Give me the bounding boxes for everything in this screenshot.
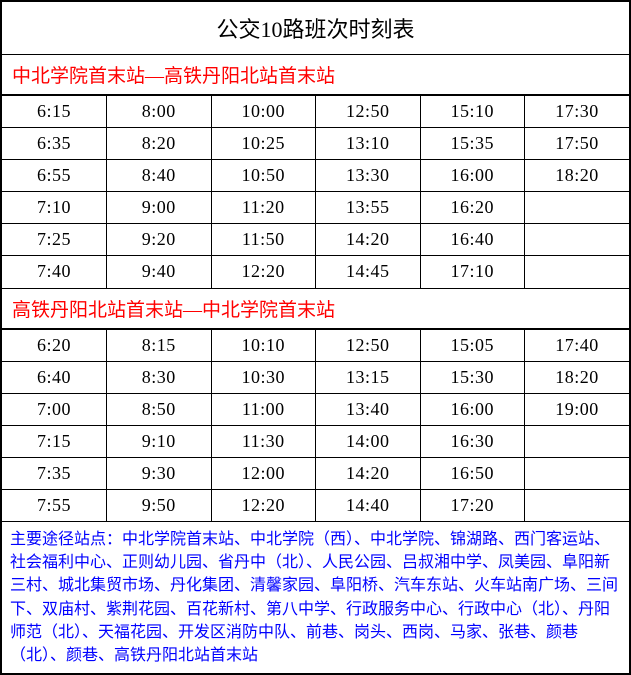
time-cell: 7:55 bbox=[2, 489, 107, 521]
time-cell: 11:00 bbox=[211, 393, 316, 425]
time-cell: 9:20 bbox=[107, 224, 212, 256]
time-cell: 18:20 bbox=[525, 361, 630, 393]
time-cell: 6:55 bbox=[2, 160, 107, 192]
time-cell: 17:10 bbox=[420, 256, 525, 288]
time-cell: 13:15 bbox=[316, 361, 421, 393]
time-cell: 9:40 bbox=[107, 256, 212, 288]
table-row: 7:559:5012:2014:4017:20 bbox=[2, 489, 629, 521]
time-cell: 7:35 bbox=[2, 457, 107, 489]
table-row: 6:158:0010:0012:5015:1017:30 bbox=[2, 96, 629, 128]
time-cell: 9:30 bbox=[107, 457, 212, 489]
time-cell: 14:20 bbox=[316, 224, 421, 256]
direction-1-table: 6:158:0010:0012:5015:1017:306:358:2010:2… bbox=[2, 95, 629, 288]
time-cell: 17:40 bbox=[525, 329, 630, 361]
time-cell: 14:20 bbox=[316, 457, 421, 489]
time-cell: 12:20 bbox=[211, 256, 316, 288]
time-cell: 7:00 bbox=[2, 393, 107, 425]
time-cell: 14:00 bbox=[316, 425, 421, 457]
table-row: 7:008:5011:0013:4016:0019:00 bbox=[2, 393, 629, 425]
table-row: 7:159:1011:3014:0016:30 bbox=[2, 425, 629, 457]
time-cell: 8:15 bbox=[107, 329, 212, 361]
direction-2-table: 6:208:1510:1012:5015:0517:406:408:3010:3… bbox=[2, 329, 629, 522]
time-cell: 12:50 bbox=[316, 96, 421, 128]
time-cell: 16:00 bbox=[420, 393, 525, 425]
time-cell: 12:00 bbox=[211, 457, 316, 489]
time-cell: 15:05 bbox=[420, 329, 525, 361]
time-cell bbox=[525, 256, 630, 288]
page-title: 公交10路班次时刻表 bbox=[2, 2, 629, 55]
time-cell: 9:10 bbox=[107, 425, 212, 457]
time-cell: 16:20 bbox=[420, 192, 525, 224]
time-cell: 10:10 bbox=[211, 329, 316, 361]
table-row: 7:359:3012:0014:2016:50 bbox=[2, 457, 629, 489]
table-row: 7:259:2011:5014:2016:40 bbox=[2, 224, 629, 256]
table-row: 7:109:0011:2013:5516:20 bbox=[2, 192, 629, 224]
table-row: 6:558:4010:5013:3016:0018:20 bbox=[2, 160, 629, 192]
time-cell: 10:50 bbox=[211, 160, 316, 192]
time-cell bbox=[525, 224, 630, 256]
direction-2-table-wrap: 6:208:1510:1012:5015:0517:406:408:3010:3… bbox=[2, 329, 629, 523]
time-cell bbox=[525, 457, 630, 489]
time-cell: 8:50 bbox=[107, 393, 212, 425]
time-cell: 19:00 bbox=[525, 393, 630, 425]
time-cell: 13:10 bbox=[316, 128, 421, 160]
time-cell: 11:30 bbox=[211, 425, 316, 457]
time-cell: 11:50 bbox=[211, 224, 316, 256]
time-cell: 7:40 bbox=[2, 256, 107, 288]
time-cell: 6:35 bbox=[2, 128, 107, 160]
time-cell: 15:30 bbox=[420, 361, 525, 393]
time-cell: 17:30 bbox=[525, 96, 630, 128]
time-cell: 8:40 bbox=[107, 160, 212, 192]
time-cell: 10:25 bbox=[211, 128, 316, 160]
time-cell bbox=[525, 489, 630, 521]
time-cell: 7:10 bbox=[2, 192, 107, 224]
time-cell: 12:50 bbox=[316, 329, 421, 361]
time-cell: 8:00 bbox=[107, 96, 212, 128]
time-cell: 10:30 bbox=[211, 361, 316, 393]
time-cell: 18:20 bbox=[525, 160, 630, 192]
time-cell: 10:00 bbox=[211, 96, 316, 128]
stops-footer: 主要途径站点：中北学院首末站、中北学院（西）、中北学院、锦湖路、西门客运站、社会… bbox=[2, 522, 629, 673]
direction-1-header: 中北学院首末站—高铁丹阳北站首末站 bbox=[2, 55, 629, 95]
time-cell: 17:20 bbox=[420, 489, 525, 521]
table-row: 6:358:2010:2513:1015:3517:50 bbox=[2, 128, 629, 160]
table-row: 6:408:3010:3013:1515:3018:20 bbox=[2, 361, 629, 393]
time-cell: 12:20 bbox=[211, 489, 316, 521]
time-cell bbox=[525, 192, 630, 224]
table-row: 7:409:4012:2014:4517:10 bbox=[2, 256, 629, 288]
time-cell: 16:00 bbox=[420, 160, 525, 192]
time-cell: 6:40 bbox=[2, 361, 107, 393]
time-cell: 15:35 bbox=[420, 128, 525, 160]
time-cell: 15:10 bbox=[420, 96, 525, 128]
time-cell: 9:50 bbox=[107, 489, 212, 521]
time-cell: 17:50 bbox=[525, 128, 630, 160]
time-cell: 13:40 bbox=[316, 393, 421, 425]
time-cell: 11:20 bbox=[211, 192, 316, 224]
time-cell: 6:15 bbox=[2, 96, 107, 128]
time-cell bbox=[525, 425, 630, 457]
direction-1-table-wrap: 6:158:0010:0012:5015:1017:306:358:2010:2… bbox=[2, 95, 629, 289]
time-cell: 13:30 bbox=[316, 160, 421, 192]
time-cell: 13:55 bbox=[316, 192, 421, 224]
time-cell: 8:30 bbox=[107, 361, 212, 393]
time-cell: 7:15 bbox=[2, 425, 107, 457]
direction-2-header: 高铁丹阳北站首末站—中北学院首末站 bbox=[2, 289, 629, 329]
time-cell: 16:40 bbox=[420, 224, 525, 256]
time-cell: 9:00 bbox=[107, 192, 212, 224]
schedule-container: 公交10路班次时刻表 中北学院首末站—高铁丹阳北站首末站 6:158:0010:… bbox=[0, 0, 631, 675]
time-cell: 14:40 bbox=[316, 489, 421, 521]
time-cell: 16:50 bbox=[420, 457, 525, 489]
time-cell: 14:45 bbox=[316, 256, 421, 288]
table-row: 6:208:1510:1012:5015:0517:40 bbox=[2, 329, 629, 361]
time-cell: 7:25 bbox=[2, 224, 107, 256]
time-cell: 16:30 bbox=[420, 425, 525, 457]
time-cell: 6:20 bbox=[2, 329, 107, 361]
time-cell: 8:20 bbox=[107, 128, 212, 160]
